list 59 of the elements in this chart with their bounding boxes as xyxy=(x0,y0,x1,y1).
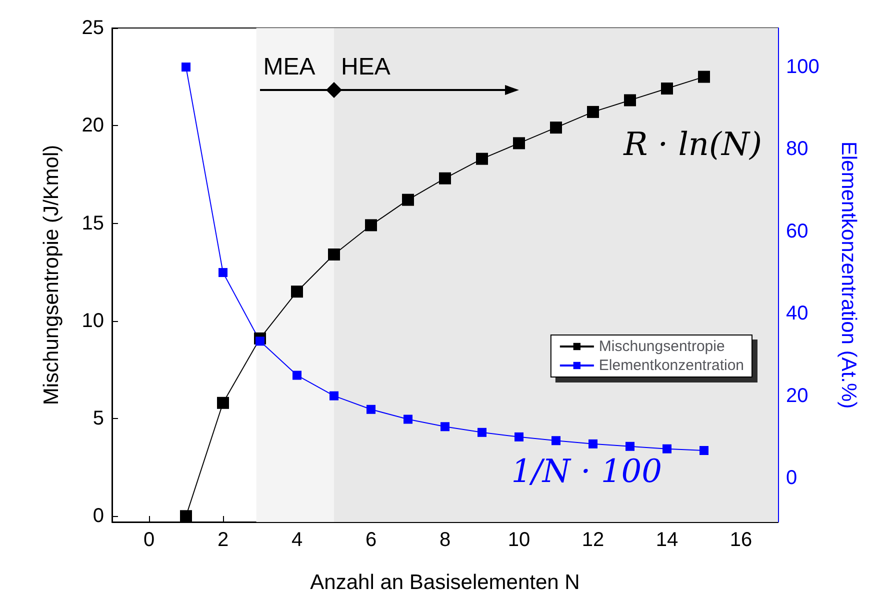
x-tick-label: 14 xyxy=(656,529,678,551)
point xyxy=(404,414,412,424)
x-tick-label: 0 xyxy=(143,529,155,551)
point xyxy=(587,106,599,118)
band-label: HEA xyxy=(341,54,390,80)
point xyxy=(256,336,264,346)
y2-tick-label: 80 xyxy=(786,138,808,160)
point xyxy=(513,137,525,150)
point xyxy=(402,194,414,206)
y2-tick-label: 20 xyxy=(786,384,808,407)
point xyxy=(440,422,450,432)
x-tick-label: 2 xyxy=(217,529,229,551)
x-tick-label: 4 xyxy=(291,529,303,551)
y-tick-label: 15 xyxy=(82,212,104,234)
x-axis-title: Anzahl an Basiselementen N xyxy=(310,571,580,594)
point xyxy=(476,152,488,165)
annotation: 1/N · 100 xyxy=(511,452,662,490)
x-tick-label: 12 xyxy=(582,529,604,551)
y2-tick-label: 100 xyxy=(786,56,820,78)
y-tick-label: 25 xyxy=(82,17,104,39)
x-tick-label: 8 xyxy=(439,529,451,551)
y-tick-label: 5 xyxy=(92,408,104,430)
y-axis-title: Mischungsentropie (J/Kmol) xyxy=(40,144,63,406)
point xyxy=(330,391,338,400)
point xyxy=(182,62,190,72)
y-tick-label: 20 xyxy=(82,114,104,137)
band-label: MEA xyxy=(263,54,316,80)
y2-tick-label: 60 xyxy=(786,220,808,242)
legend-label: Elementkonzentration xyxy=(598,357,744,374)
y2-tick-label: 40 xyxy=(786,302,808,325)
point xyxy=(217,396,229,409)
point xyxy=(588,439,598,448)
point xyxy=(439,172,451,184)
legend-label: Mischungsentropie xyxy=(598,338,725,355)
point xyxy=(292,370,302,380)
y-tick-label: 10 xyxy=(82,310,104,332)
point xyxy=(662,444,672,454)
point xyxy=(478,428,486,437)
x-tick-label: 6 xyxy=(365,529,377,551)
point xyxy=(624,94,636,106)
annotation: R · ln(N) xyxy=(622,125,762,163)
point xyxy=(550,122,562,134)
point xyxy=(552,436,560,446)
y2-axis-title: Elementkonzentration (At.%) xyxy=(837,141,860,409)
point xyxy=(366,404,376,414)
point xyxy=(698,70,710,83)
point xyxy=(180,510,192,522)
point xyxy=(291,286,303,298)
point xyxy=(661,82,673,95)
point xyxy=(218,268,228,278)
point xyxy=(514,432,524,442)
point xyxy=(328,248,340,260)
point xyxy=(700,446,708,455)
y-tick-label: 0 xyxy=(92,505,104,528)
x-tick-label: 10 xyxy=(508,529,530,551)
point xyxy=(365,219,377,232)
point xyxy=(626,442,634,451)
x-tick-label: 16 xyxy=(730,529,752,551)
y2-tick-label: 0 xyxy=(786,467,798,490)
